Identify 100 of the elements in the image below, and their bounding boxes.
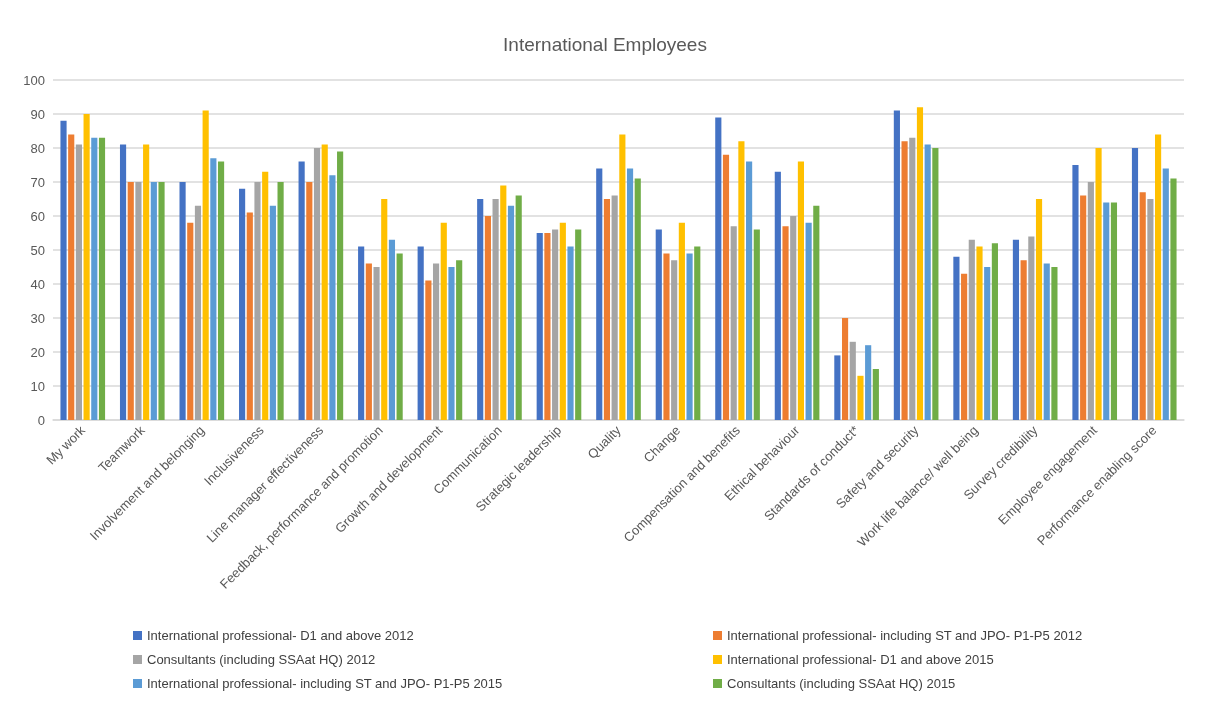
bar: [1080, 195, 1087, 420]
bar: [179, 182, 186, 420]
y-tick-label: 60: [30, 208, 45, 224]
bar: [500, 185, 507, 420]
bar: [611, 195, 618, 420]
bar: [373, 267, 380, 420]
bar: [552, 229, 559, 420]
y-tick-label: 0: [37, 412, 45, 428]
bar: [893, 110, 900, 420]
bar: [217, 161, 225, 420]
bar: [492, 199, 499, 420]
bar: [202, 110, 209, 420]
bar: [1162, 168, 1169, 420]
bar: [813, 205, 820, 420]
bar: [1147, 199, 1154, 420]
bar: [678, 222, 685, 420]
bar: [1020, 260, 1027, 420]
bar: [901, 141, 908, 420]
bar: [865, 345, 872, 420]
bar: [119, 144, 127, 420]
bar: [75, 144, 82, 420]
bar: [515, 195, 522, 420]
y-tick-label: 30: [30, 310, 45, 326]
bar: [337, 151, 344, 420]
bar: [753, 229, 760, 420]
bar: [1110, 202, 1118, 420]
chart-title: International Employees: [503, 34, 707, 55]
bar: [722, 154, 730, 420]
bar: [834, 355, 841, 420]
bar: [448, 267, 455, 420]
bar: [1035, 199, 1043, 420]
bar: [968, 239, 975, 420]
bar: [953, 256, 960, 420]
bar: [358, 246, 365, 420]
bar: [298, 161, 305, 420]
bar: [715, 117, 722, 420]
bar: [306, 182, 313, 420]
bar: [619, 134, 626, 420]
bar: [774, 171, 781, 420]
bar: [976, 246, 983, 420]
bar: [1087, 182, 1094, 420]
legend-label: International professional- including ST and JPO- P1-P5 2012: [727, 628, 1083, 643]
bar: [686, 253, 693, 420]
y-tick-label: 80: [30, 140, 45, 156]
bar: [417, 246, 424, 420]
y-tick-label: 40: [30, 276, 45, 292]
bar: [98, 137, 106, 420]
y-tick-label: 20: [30, 344, 45, 360]
bar: [246, 212, 253, 420]
bar: [396, 253, 403, 420]
bar: [782, 226, 789, 420]
bar: [626, 168, 634, 420]
bar: [388, 239, 396, 420]
bar: [432, 263, 440, 420]
bar: [477, 199, 484, 420]
y-tick-label: 90: [30, 106, 45, 122]
bar: [1043, 263, 1050, 420]
bar: [91, 137, 98, 420]
bar: [313, 148, 321, 420]
bar: [841, 318, 849, 420]
bar: [746, 161, 753, 420]
bar: [909, 137, 916, 420]
bar: [60, 120, 67, 420]
bar: [872, 369, 879, 420]
bar: [924, 144, 931, 420]
bar: [849, 341, 856, 420]
bar: [1095, 148, 1102, 420]
bar: [262, 171, 269, 420]
bar: [536, 233, 543, 420]
bar: [210, 158, 217, 420]
bar: [456, 260, 463, 420]
bar: [254, 182, 261, 420]
bar: [440, 222, 447, 420]
bar: [83, 114, 90, 420]
bar: [559, 222, 566, 420]
bar: [194, 205, 202, 420]
bar: [1028, 236, 1035, 420]
bar: [544, 233, 551, 420]
bar: [484, 216, 491, 420]
bar: [1103, 202, 1110, 420]
bar: [1012, 239, 1020, 420]
bar: [239, 188, 246, 420]
y-tick-label: 50: [30, 242, 45, 258]
bar: [68, 134, 75, 420]
legend-label: Consultants (including SSAat HQ) 2012: [147, 652, 376, 667]
bar: [365, 263, 372, 420]
bar: [738, 141, 745, 420]
y-tick-label: 100: [23, 72, 45, 88]
bar: [663, 253, 670, 420]
bar: [984, 267, 991, 420]
bar: [321, 144, 328, 420]
bar: [277, 182, 284, 420]
bar: [634, 178, 641, 420]
bar: [381, 199, 388, 420]
bar: [932, 148, 939, 420]
legend-label: International professional- D1 and above 2012: [147, 628, 414, 643]
y-tick-label: 70: [30, 174, 45, 190]
bar: [135, 182, 142, 420]
bar: [425, 280, 432, 420]
bar: [187, 222, 194, 420]
